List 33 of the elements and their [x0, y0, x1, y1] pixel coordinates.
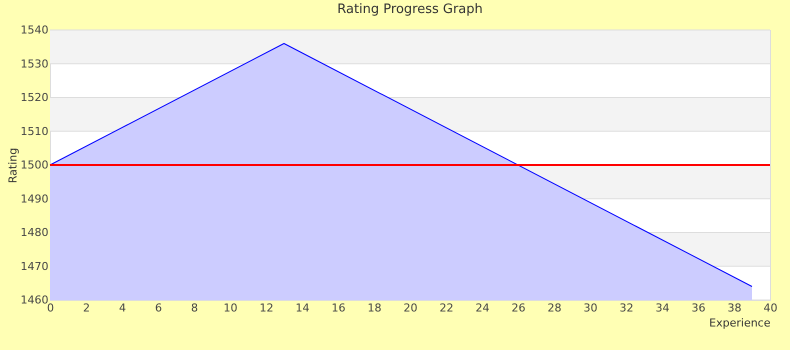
- x-axis-title: Experience: [709, 316, 771, 330]
- x-tick-label: 36: [692, 302, 706, 314]
- x-tick-label: 18: [368, 302, 382, 314]
- y-tick-label: 1460: [20, 294, 48, 306]
- x-tick-label: 22: [440, 302, 454, 314]
- x-tick-label: 34: [656, 302, 670, 314]
- x-tick-label: 28: [548, 302, 562, 314]
- x-tick-label: 38: [728, 302, 742, 314]
- x-tick-label: 2: [83, 302, 90, 314]
- x-tick-label: 24: [476, 302, 490, 314]
- x-tick-label: 16: [332, 302, 346, 314]
- y-tick-label: 1520: [20, 91, 48, 104]
- y-tick-label: 1490: [20, 192, 48, 206]
- y-tick-label: 1530: [20, 57, 48, 70]
- x-tick-label: 30: [584, 302, 598, 314]
- x-tick-label: 26: [512, 302, 526, 314]
- chart-title: Rating Progress Graph: [337, 2, 483, 17]
- y-tick-label: 1510: [20, 124, 48, 138]
- x-tick-label: 10: [224, 302, 238, 314]
- x-tick-label: 6: [155, 302, 162, 314]
- x-tick-label: 8: [191, 302, 198, 314]
- x-tick-label: 40: [764, 302, 778, 314]
- x-tick-label: 12: [260, 302, 274, 314]
- y-tick-label: 1500: [20, 158, 48, 172]
- x-tick-label: 14: [296, 302, 310, 314]
- x-tick-label: 32: [620, 302, 634, 314]
- y-tick-label: 1470: [20, 260, 48, 273]
- x-tick-label: 4: [119, 302, 126, 314]
- y-tick-label: 1480: [20, 226, 48, 239]
- x-tick-label: 20: [404, 302, 418, 314]
- x-tick-label: 0: [47, 302, 54, 314]
- y-tick-label: 1540: [20, 24, 48, 36]
- y-axis-title: Rating: [6, 148, 20, 184]
